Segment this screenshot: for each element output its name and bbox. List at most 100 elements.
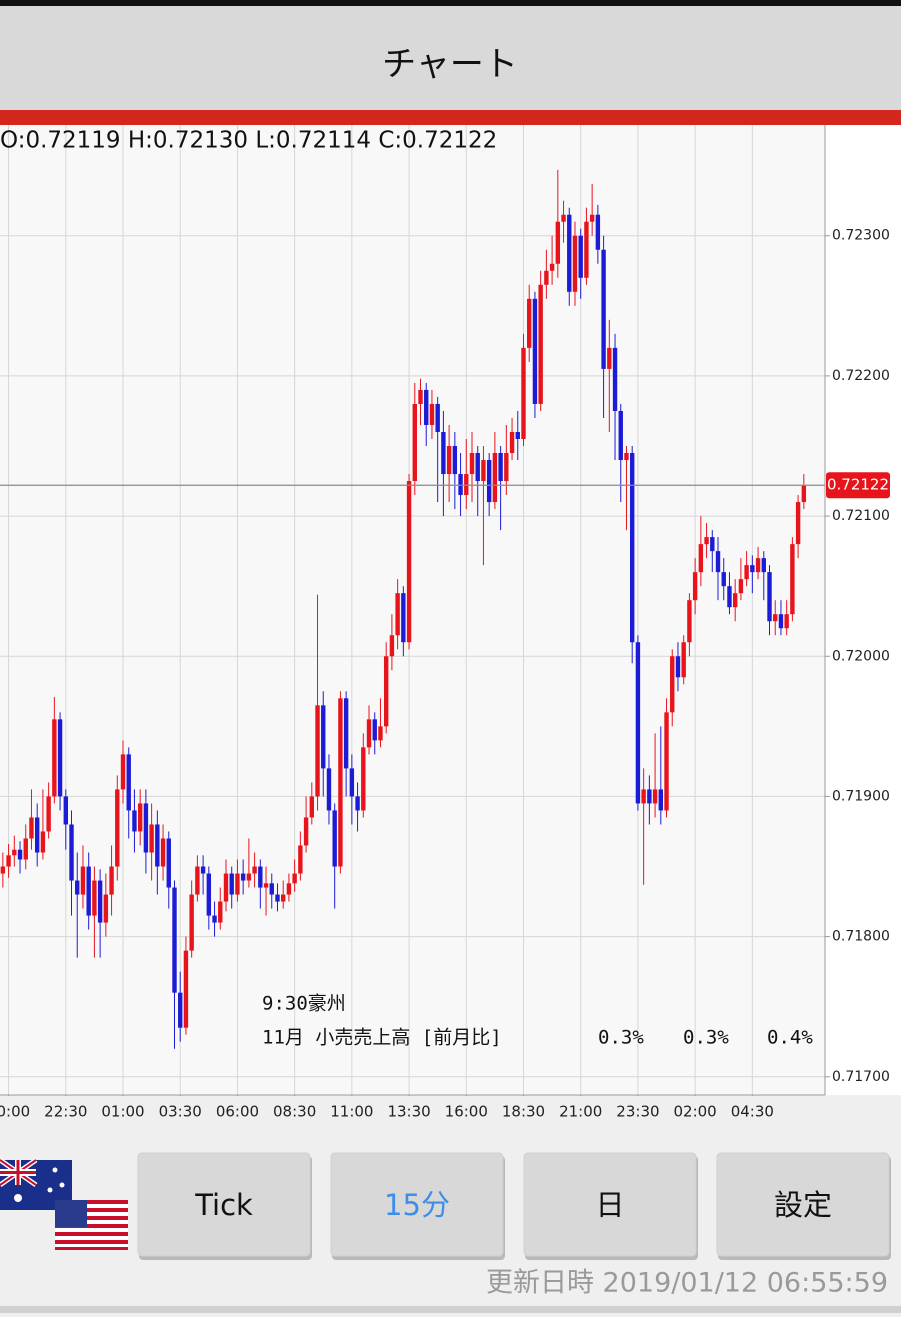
axis-area [825, 125, 901, 1095]
candle-body [69, 824, 74, 881]
last-price-label: 0.72122 [827, 476, 889, 494]
candle-body [435, 403, 440, 432]
candle-body [652, 789, 658, 804]
y-tick-label: 0.72000 [832, 648, 890, 664]
updated-time: 更新日時 2019/01/12 06:55:59 [486, 1268, 888, 1299]
candle-body [692, 572, 698, 601]
candle-body [744, 565, 749, 580]
candle-body [704, 537, 709, 545]
candle-body [687, 600, 692, 643]
candle-body [155, 824, 160, 867]
button-label[interactable]: 日 [595, 1188, 624, 1222]
candle-body [343, 698, 349, 769]
event-value: 0.4% [767, 1027, 813, 1049]
candle-body [681, 642, 686, 678]
candle-body [137, 803, 143, 832]
button[interactable] [330, 1152, 504, 1257]
button[interactable] [716, 1152, 890, 1257]
candle-body [521, 347, 526, 439]
plot-area [0, 125, 825, 1095]
candle-body [727, 586, 732, 608]
header-bar [0, 6, 901, 110]
candle-body [441, 431, 446, 475]
y-tick-label: 0.72100 [832, 508, 890, 524]
candle-body [710, 537, 715, 552]
candle-body [132, 810, 137, 832]
candle-body [412, 403, 417, 482]
candle-body [738, 579, 744, 594]
candle-body [160, 838, 166, 867]
button-label[interactable]: 15分 [384, 1188, 450, 1222]
candle-body [212, 915, 217, 923]
grid [0, 125, 830, 1100]
candle-body [235, 873, 240, 895]
candle-body [469, 453, 475, 475]
candle-body [429, 403, 435, 425]
candle-body [240, 873, 246, 881]
candle-body [172, 887, 177, 993]
candle-body [670, 656, 675, 713]
candle-body [418, 389, 423, 404]
button[interactable] [137, 1152, 311, 1257]
candle-body [115, 789, 120, 867]
y-tick-label: 0.71900 [832, 788, 890, 804]
candle-body [206, 873, 212, 916]
candle-body [178, 992, 183, 1028]
accent-bar [0, 110, 901, 125]
button[interactable] [523, 1152, 697, 1257]
candle-body [635, 642, 641, 804]
candle-body [773, 614, 778, 622]
candle-body [303, 817, 309, 846]
candle-body [355, 796, 360, 811]
candle-body [29, 817, 34, 839]
y-tick-label: 0.72300 [832, 228, 890, 244]
candle-body [589, 214, 595, 222]
candle-body [801, 485, 807, 503]
candle-body [424, 389, 429, 425]
x-tick-label: 21:00 [559, 1103, 602, 1121]
candle-body [218, 901, 223, 923]
candle-body [258, 866, 263, 888]
candle-body [46, 796, 51, 832]
candle-body [658, 789, 664, 811]
candle-body [12, 849, 17, 856]
button-row: Tick 15分 日 設定 [137, 1152, 891, 1260]
candle-body [17, 849, 23, 860]
candle-body [223, 873, 229, 902]
candle-body [366, 719, 372, 748]
candle-body [767, 572, 772, 622]
candle-body [584, 221, 589, 278]
candle-body [195, 866, 200, 895]
candle-body [664, 712, 669, 811]
button-label[interactable]: Tick [194, 1188, 253, 1222]
candles [0, 169, 807, 1049]
x-tick-label: 11:00 [330, 1103, 373, 1121]
candle-body [86, 866, 91, 916]
candle-body [750, 565, 755, 573]
candle-body [103, 894, 109, 923]
x-tick-label: 18:30 [502, 1103, 545, 1121]
candle-body [292, 873, 297, 884]
x-tick-label: 01:00 [101, 1103, 144, 1121]
x-tick-label: 22:30 [44, 1103, 87, 1121]
candle-body [120, 754, 126, 790]
candle-body [595, 214, 601, 250]
button-label[interactable]: 設定 [774, 1188, 832, 1222]
x-tick-label: 04:30 [731, 1103, 774, 1121]
candle-body [309, 796, 315, 818]
candle-body [675, 656, 681, 678]
candle-body [784, 614, 789, 629]
candle-body [126, 754, 131, 811]
candle-body [555, 221, 561, 264]
event-value: 0.3% [598, 1027, 644, 1049]
event-value: 0.3% [683, 1027, 729, 1049]
candle-body [532, 298, 538, 404]
x-tick-label: 03:30 [159, 1103, 202, 1121]
candle-body [6, 855, 11, 867]
candle-body [395, 593, 400, 636]
y-tick-label: 0.71700 [832, 1069, 890, 1085]
candle-body [761, 558, 766, 573]
candle-body [229, 873, 234, 895]
candle-body [75, 880, 80, 895]
candle-body [549, 263, 555, 271]
